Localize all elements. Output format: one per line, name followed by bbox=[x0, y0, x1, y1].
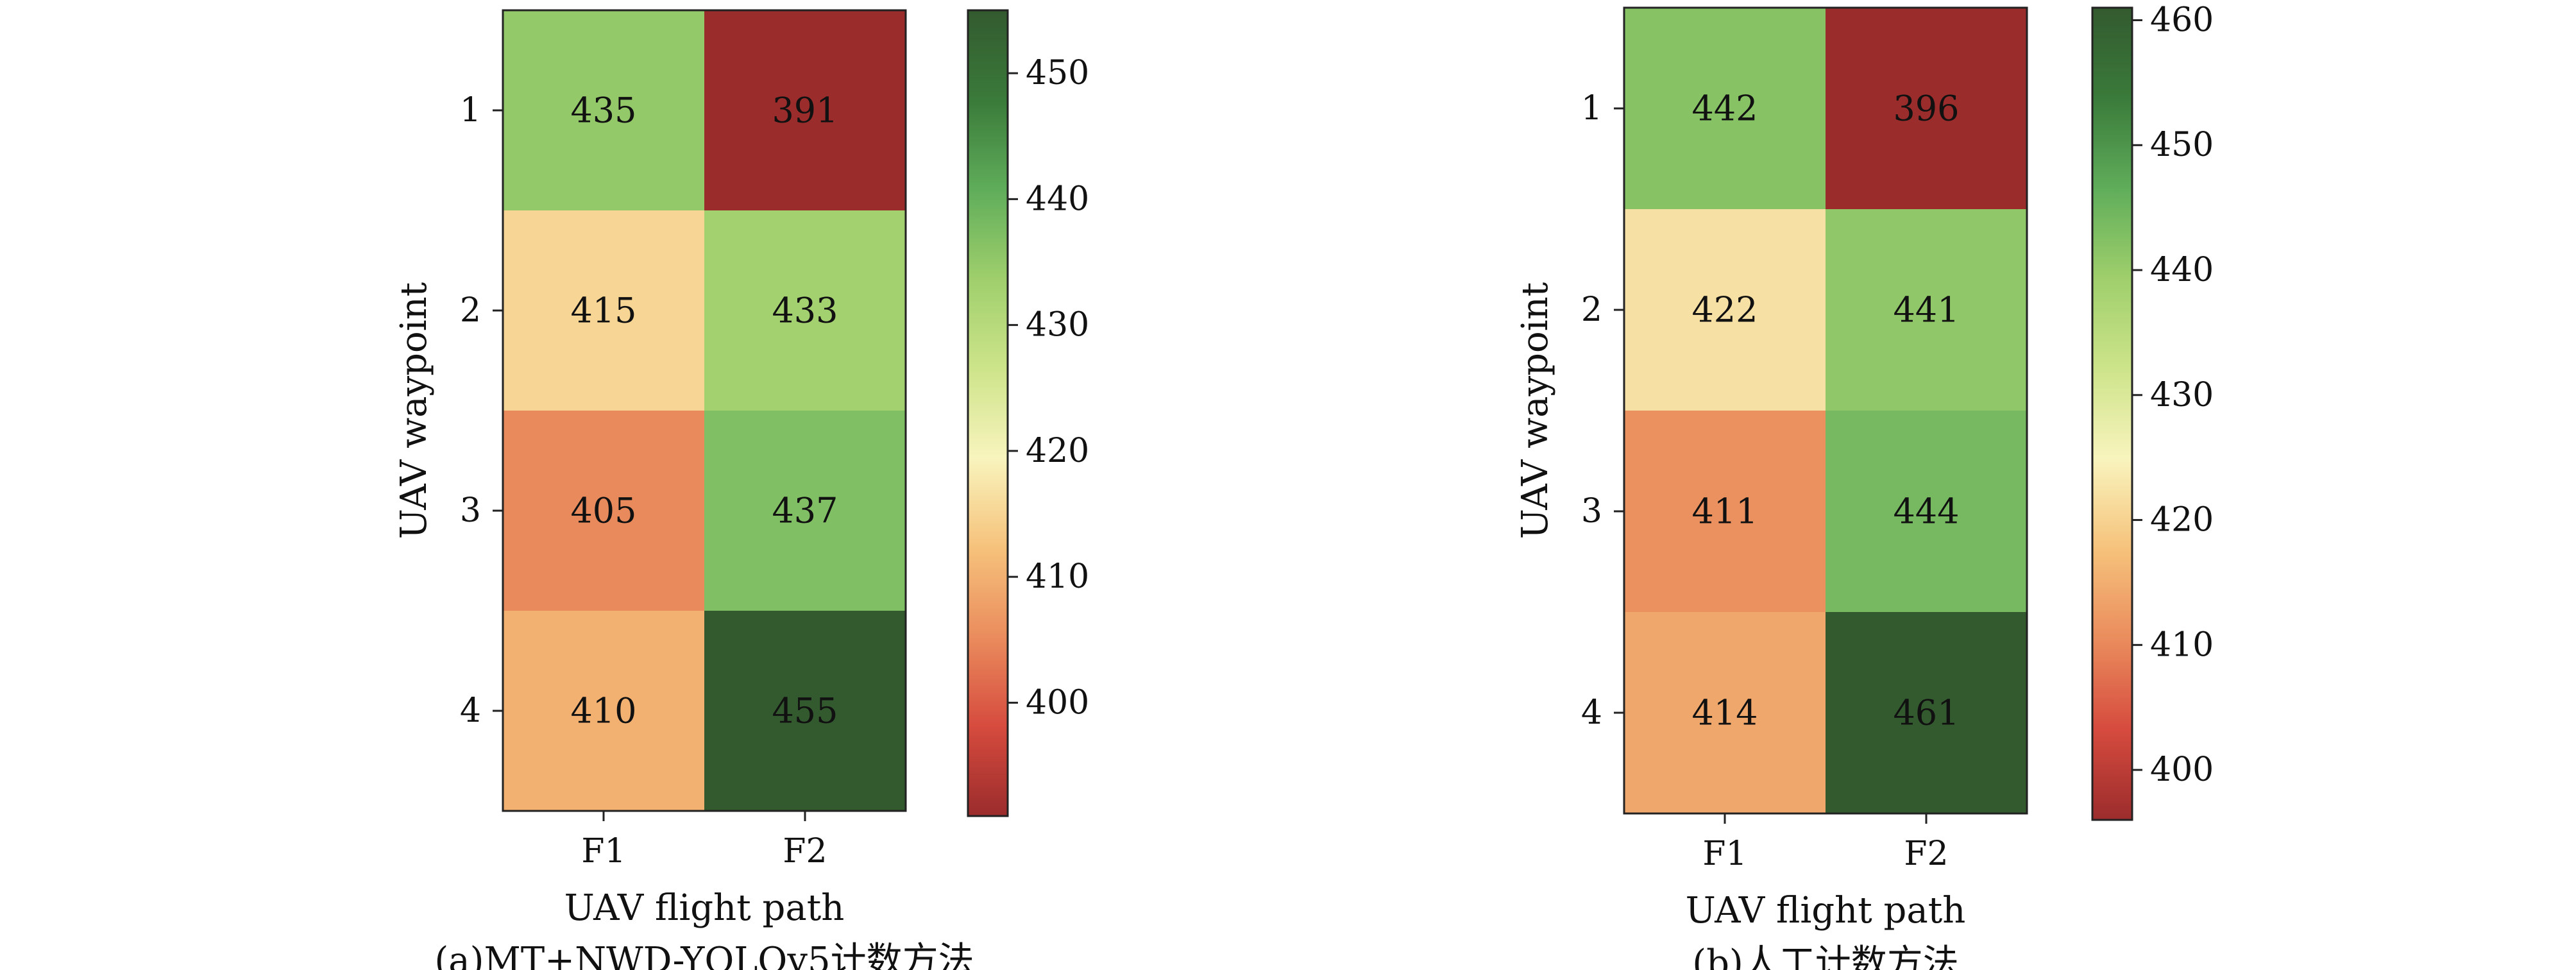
x-tick-label: F2 bbox=[1904, 835, 1948, 873]
colorbar-frame bbox=[967, 9, 1009, 817]
heatmap-cell bbox=[1826, 411, 2027, 612]
heatmap-cell bbox=[704, 411, 906, 611]
cell-value-label: 435 bbox=[570, 90, 636, 131]
cell-value-label: 455 bbox=[772, 691, 838, 731]
cell-value-label: 411 bbox=[1691, 491, 1758, 532]
colorbar-tick-label: 410 bbox=[2150, 625, 2214, 664]
colorbar: 400 410 420 430 440 450 bbox=[967, 9, 1089, 817]
x-tick-label: F1 bbox=[1702, 835, 1747, 873]
cell-value-label: 396 bbox=[1893, 89, 1959, 129]
heatmap-cell bbox=[1826, 612, 2027, 813]
heatmap-cell bbox=[1624, 209, 1826, 411]
x-tick-label: F2 bbox=[783, 832, 827, 871]
cell-value-label: 391 bbox=[772, 90, 838, 131]
cell-value-label: 441 bbox=[1893, 290, 1959, 330]
heatmap-cell bbox=[503, 10, 704, 210]
cell-value-label: 461 bbox=[1893, 693, 1959, 733]
panel-caption: (a)MT+NWD-YOLOv5计数方法 bbox=[434, 940, 974, 970]
colorbar-tick-label: 420 bbox=[1026, 432, 1089, 470]
x-axis-label: UAV flight path bbox=[1686, 890, 1966, 932]
heatmap-cell bbox=[704, 10, 906, 210]
colorbar-frame bbox=[2091, 6, 2133, 821]
x-tick-label: F1 bbox=[581, 832, 625, 871]
colorbar-gradient bbox=[968, 10, 1008, 816]
y-tick-label: 4 bbox=[460, 692, 481, 730]
heatmap-cell bbox=[503, 210, 704, 411]
colorbar-tick-label: 440 bbox=[2150, 251, 2214, 289]
y-axis-label: UAV waypoint bbox=[1514, 282, 1556, 539]
heatmap-cell bbox=[1624, 612, 1826, 813]
heatmap-cell bbox=[1624, 411, 1826, 612]
cell-value-label: 442 bbox=[1691, 89, 1758, 129]
heatmap-cell bbox=[704, 210, 906, 411]
cell-value-label: 422 bbox=[1691, 290, 1758, 330]
colorbar-tick-label: 440 bbox=[1026, 180, 1089, 218]
y-tick-label: 1 bbox=[1581, 89, 1602, 128]
heatmap-cell bbox=[503, 611, 704, 811]
y-tick-label: 1 bbox=[460, 91, 481, 130]
heatmap-panel-b: 442 396 422 441 411 444 414 461 1 2 3 4 F1 F2 UAV wayp… bbox=[1514, 1, 2214, 970]
colorbar-tick-label: 430 bbox=[1026, 306, 1089, 345]
cell-value-label: 444 bbox=[1893, 491, 1959, 532]
colorbar-tick-label: 430 bbox=[2150, 376, 2214, 414]
heatmap-cell bbox=[704, 611, 906, 811]
colorbar-tick-label: 460 bbox=[2150, 1, 2214, 39]
panel-caption: (b)人工计数方法 bbox=[1692, 942, 1959, 970]
y-tick-label: 2 bbox=[1581, 291, 1602, 329]
cell-value-label: 410 bbox=[570, 691, 636, 731]
cell-value-label: 405 bbox=[570, 491, 636, 531]
y-axis-label: UAV waypoint bbox=[393, 282, 435, 539]
colorbar-tick-label: 400 bbox=[1026, 683, 1089, 722]
colorbar-tick-label: 420 bbox=[2150, 501, 2214, 540]
colorbar: 400 410 420 430 440 450 460 bbox=[2091, 1, 2214, 821]
colorbar-tick-label: 450 bbox=[2150, 126, 2214, 164]
colorbar-tick-label: 400 bbox=[2150, 751, 2214, 789]
plot-frame bbox=[1623, 6, 2028, 815]
cell-value-label: 414 bbox=[1691, 693, 1758, 733]
heatmap-cell bbox=[1624, 8, 1826, 209]
heatmap-panel-a: 435 391 415 433 405 437 410 455 1 2 3 4 F1 F2 UAV wayp… bbox=[393, 9, 1089, 970]
cell-value-label: 415 bbox=[570, 291, 636, 331]
heatmap-cell bbox=[503, 411, 704, 611]
heatmap-cell bbox=[1826, 209, 2027, 411]
plot-frame bbox=[502, 9, 907, 812]
y-tick-label: 2 bbox=[460, 291, 481, 330]
colorbar-tick-label: 410 bbox=[1026, 557, 1089, 596]
heatmap-cell bbox=[1826, 8, 2027, 209]
y-tick-label: 3 bbox=[1581, 492, 1602, 531]
colorbar-tick-label: 450 bbox=[1026, 54, 1089, 92]
cell-value-label: 433 bbox=[772, 291, 838, 331]
colorbar-gradient bbox=[2092, 8, 2132, 820]
y-tick-label: 4 bbox=[1581, 693, 1602, 732]
y-tick-label: 3 bbox=[460, 491, 481, 530]
x-axis-label: UAV flight path bbox=[564, 887, 845, 929]
cell-value-label: 437 bbox=[772, 491, 838, 531]
